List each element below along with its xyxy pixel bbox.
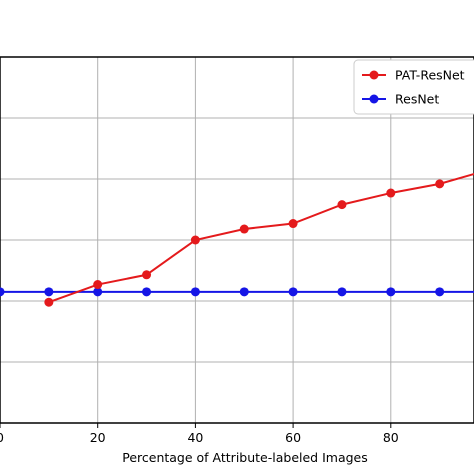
series-layer <box>0 172 474 307</box>
data-point <box>288 219 298 229</box>
data-point <box>435 179 445 189</box>
plot-frame <box>0 56 474 424</box>
x-tick-label: 80 <box>383 430 399 445</box>
data-point <box>288 287 298 297</box>
data-point <box>93 280 103 290</box>
x-tick-label: 40 <box>187 430 203 445</box>
data-point <box>239 287 249 297</box>
x-tick-label: 0 <box>0 430 4 445</box>
data-point <box>44 287 54 297</box>
data-point <box>386 188 396 198</box>
data-point <box>337 287 347 297</box>
data-point <box>190 235 200 245</box>
data-point <box>44 297 54 307</box>
data-point <box>190 287 200 297</box>
data-point <box>142 270 152 280</box>
legend-marker <box>369 70 379 80</box>
grid-lines <box>0 57 474 423</box>
data-point <box>337 200 347 210</box>
x-tick-label: 60 <box>285 430 301 445</box>
legend: PAT-ResNet ResNet <box>353 59 474 115</box>
data-point <box>0 287 5 297</box>
legend-label: ResNet <box>395 92 439 107</box>
data-point <box>386 287 396 297</box>
legend-marker <box>369 94 379 104</box>
data-point <box>93 287 103 297</box>
x-axis-label: Percentage of Attribute-labeled Images <box>122 450 368 465</box>
legend-label: PAT-ResNet <box>395 68 465 83</box>
x-tick-label: 20 <box>90 430 106 445</box>
legend-box <box>353 59 474 115</box>
series-line <box>48 172 474 304</box>
data-point <box>142 287 152 297</box>
x-axis-ticks: 0 20 40 60 80 <box>0 423 399 445</box>
data-point <box>239 224 249 234</box>
data-point <box>435 287 445 297</box>
